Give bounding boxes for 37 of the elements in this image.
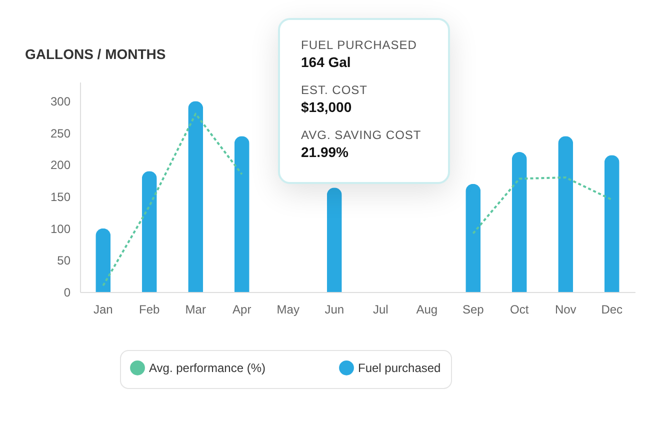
annotation: AVG. SAVING COST — [301, 128, 422, 142]
text: FUEL PURCHASED — [301, 38, 417, 52]
y-tick-label: 150 — [50, 190, 71, 204]
bar — [558, 136, 574, 292]
chart-title: GALLONS / MONTHS — [24, 46, 166, 62]
x-tick-label: Mar — [185, 302, 206, 316]
annotation: EST. COST — [301, 83, 368, 97]
bar — [142, 171, 157, 292]
bar — [188, 101, 204, 292]
y-tick-label: 300 — [50, 94, 71, 109]
legend-label: Avg. performance (%) — [149, 360, 266, 375]
bar — [234, 136, 250, 292]
y-tick-label: 200 — [50, 158, 71, 172]
x-tick-label: Dec — [601, 302, 623, 316]
bar — [512, 152, 527, 292]
annotation: 21.99% — [301, 144, 348, 160]
x-tick-label: Jan — [93, 302, 113, 316]
bar — [466, 184, 481, 292]
y-tick-label: 50 — [57, 254, 71, 268]
legend-label: Fuel purchased — [358, 360, 441, 375]
x-tick-label: May — [276, 302, 300, 316]
x-tick-label: Jul — [372, 302, 388, 316]
x-tick-label: Jun — [324, 302, 344, 316]
x-tick-label: Apr — [232, 302, 252, 316]
y-tick-label: 250 — [50, 126, 71, 140]
text: 164 Gal — [301, 54, 351, 70]
bar — [604, 155, 620, 292]
annotation: $13,000 — [301, 99, 352, 115]
x-tick-label: Sep — [462, 302, 484, 316]
x-tick-label: Feb — [139, 302, 160, 316]
bar — [96, 228, 111, 292]
x-tick-label: Oct — [510, 302, 530, 316]
y-tick-label: 0 — [64, 286, 71, 300]
x-tick-label: Aug — [416, 302, 438, 316]
bar — [326, 188, 342, 292]
y-tick-label: 100 — [50, 222, 71, 236]
x-tick-label: Nov — [554, 302, 576, 316]
